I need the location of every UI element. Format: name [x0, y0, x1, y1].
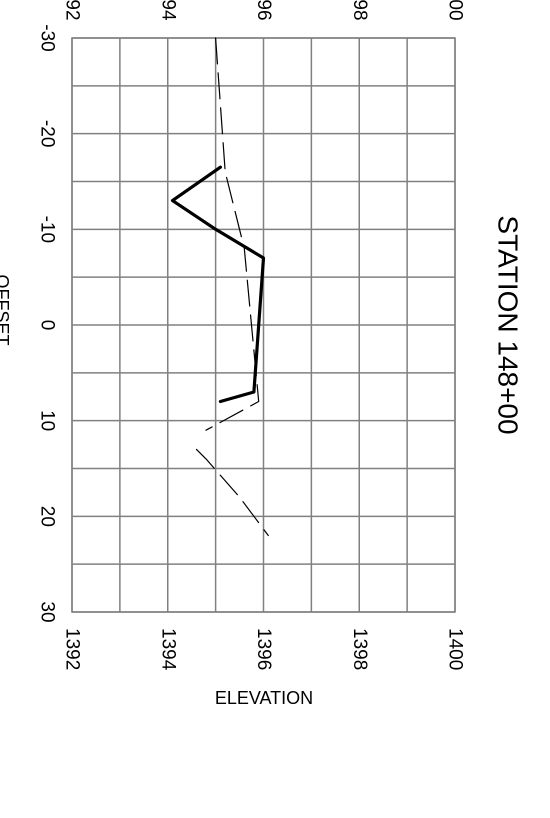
top-tick-fragment: 94 — [157, 0, 178, 21]
series-line-2 — [205, 37, 260, 431]
top-tick-fragment: 92 — [62, 0, 83, 21]
y-tick-label: 1400 — [445, 628, 466, 670]
y-axis-title: ELEVATION — [215, 688, 313, 708]
y-tick-label: 1396 — [253, 628, 274, 670]
x-axis-title: OFFSET — [0, 275, 12, 346]
plot-frame — [71, 37, 456, 613]
top-tick-fragment: 98 — [349, 0, 370, 21]
x-tick-label: 10 — [37, 410, 58, 431]
plot-labels: STATION 148+00 OFFSET ELEVATION -30 -20 -1… — [0, 0, 524, 708]
series-line-3 — [195, 448, 269, 537]
y-tick-label: 1394 — [157, 628, 178, 671]
y-tick-label: 1398 — [349, 628, 370, 670]
top-tick-fragment: 96 — [253, 0, 274, 21]
plot-grid — [71, 37, 456, 613]
x-tick-label: 30 — [37, 601, 58, 622]
top-tick-fragment: 00 — [445, 0, 466, 21]
x-tick-label: 20 — [37, 506, 58, 527]
x-tick-label: -10 — [37, 216, 58, 243]
chart-title: STATION 148+00 — [493, 215, 524, 434]
series-line-1 — [170, 165, 266, 404]
x-tick-label: -20 — [37, 120, 58, 147]
y-tick-label: 1392 — [62, 628, 83, 670]
x-tick-label: -30 — [37, 24, 58, 51]
plot-series — [170, 37, 269, 537]
x-tick-label: 0 — [37, 320, 58, 331]
